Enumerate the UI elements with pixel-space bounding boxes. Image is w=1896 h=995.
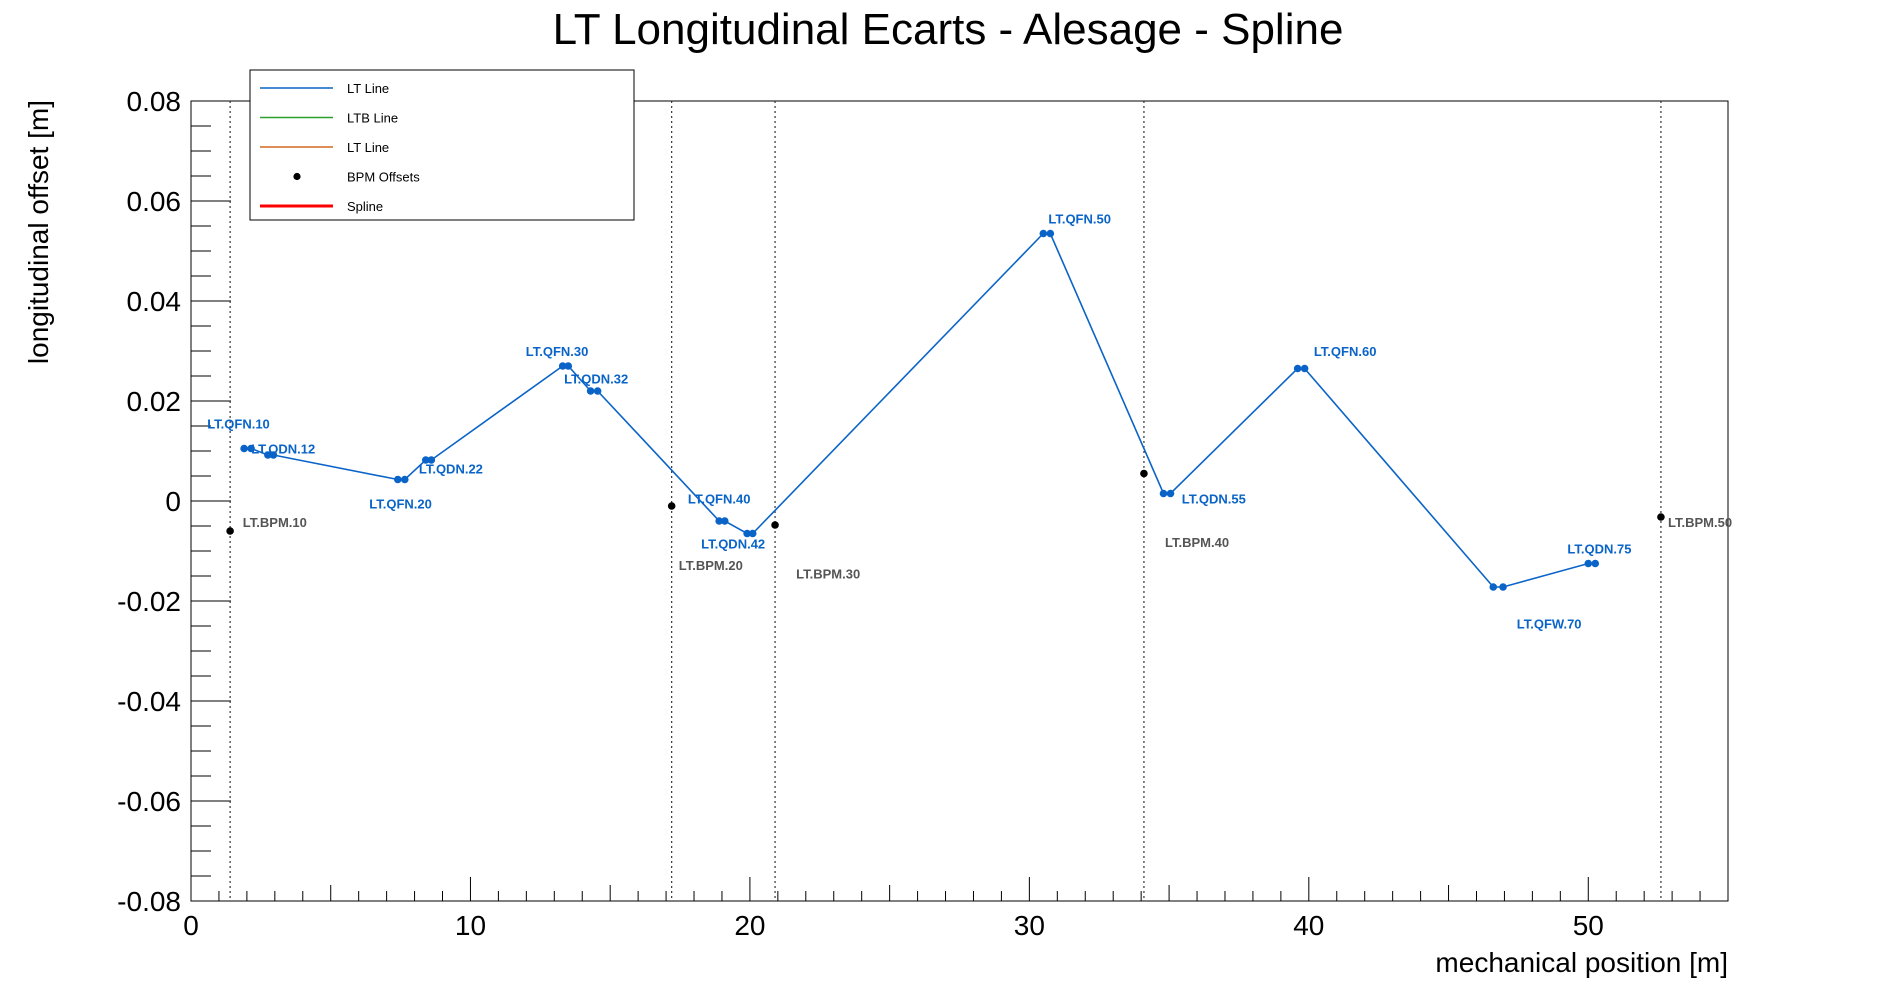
series-point <box>558 362 567 370</box>
chart-title: LT Longitudinal Ecarts - Alesage - Splin… <box>553 5 1344 54</box>
series-point <box>715 517 723 525</box>
quadrupole-label: LT.QFN.60 <box>1314 344 1377 359</box>
quadrupole-label: LT.QDN.22 <box>419 462 483 477</box>
legend-entry-label: Spline <box>347 199 383 214</box>
y-axis-title: longitudinal offset [m] <box>23 100 54 364</box>
legend-entry-label: LT Line <box>347 140 389 155</box>
series-point <box>1039 229 1048 238</box>
x-tick-label: 0 <box>183 910 199 941</box>
x-tick-label: 10 <box>455 910 486 941</box>
quadrupole-label: LT.QFN.30 <box>526 344 589 359</box>
legend-box <box>249 69 635 221</box>
quadrupole-label: LT.QFN.50 <box>1048 212 1111 227</box>
y-tick-label: 0.06 <box>127 186 182 217</box>
legend-marker <box>293 172 301 181</box>
quadrupole-label: LT.QFW.70 <box>1517 617 1582 632</box>
y-tick-label: 0.04 <box>127 286 182 317</box>
series-point <box>586 387 595 395</box>
series-point <box>1591 559 1600 568</box>
series-point <box>1166 489 1175 498</box>
quadrupole-label: LT.QFN.40 <box>688 492 751 507</box>
y-tick-label: 0.02 <box>127 386 182 417</box>
series-point <box>593 387 602 395</box>
legend-entry-label: LT Line <box>347 81 389 96</box>
series-point <box>1300 364 1309 373</box>
bpm-label: LT.BPM.10 <box>243 515 307 530</box>
legend-entry-label: BPM Offsets <box>347 170 420 185</box>
x-tick-label: 50 <box>1573 910 1604 941</box>
bpm-label: LT.BPM.40 <box>1165 535 1229 550</box>
plot-layer: 0 10 20 30 40 50 -0.08 -0.06 -0.04 -0.02 0 0.02 0.04… <box>117 86 1732 941</box>
quadrupole-label: LT.QDN.75 <box>1567 542 1631 557</box>
quadrupole-label: LT.QDN.55 <box>1182 492 1246 507</box>
series-point <box>240 444 248 453</box>
series-point <box>748 529 757 538</box>
series-point <box>393 475 402 484</box>
bpm-offset-point <box>226 527 234 535</box>
y-tick-label: -0.02 <box>117 586 181 617</box>
series-point <box>1499 583 1507 591</box>
y-tick-label: 0 <box>165 486 181 517</box>
series-point <box>269 451 278 459</box>
bpm-label: LT.BPM.20 <box>679 558 743 573</box>
y-tick-label: 0.08 <box>127 86 182 117</box>
bpm-label: LT.BPM.50 <box>1668 515 1732 530</box>
series-point <box>427 456 436 464</box>
quadrupole-label: LT.QFN.20 <box>369 497 432 512</box>
bpm-offset-point <box>771 521 779 529</box>
x-axis-title: mechanical position [m] <box>1435 947 1728 978</box>
bpm-offset-point <box>667 502 676 510</box>
quadrupole-label: LT.QDN.12 <box>251 442 315 457</box>
bpm-label: LT.BPM.30 <box>796 567 860 582</box>
series-point <box>1489 583 1498 591</box>
bpm-offset-point <box>1140 469 1148 478</box>
y-tick-label: -0.08 <box>117 886 181 917</box>
x-tick-label: 30 <box>1014 910 1045 941</box>
x-tick-label: 40 <box>1293 910 1324 941</box>
legend-entry-label: LTB Line <box>347 111 398 126</box>
y-tick-label: -0.04 <box>117 686 181 717</box>
series-point <box>247 444 255 453</box>
bpm-offset-point <box>1657 513 1665 521</box>
series-point <box>564 362 573 370</box>
quadrupole-label: LT.QDN.42 <box>701 537 765 552</box>
quadrupole-label: LT.QFN.10 <box>207 417 270 432</box>
series-point <box>264 451 272 459</box>
series-point <box>1584 559 1593 568</box>
quadrupole-label: LT.QDN.32 <box>564 372 628 387</box>
series-point <box>400 475 409 484</box>
legend: LT Line LTB Line LT Line BPM Offsets Spline <box>249 69 635 221</box>
series-point <box>421 456 430 464</box>
series-line <box>244 232 1596 588</box>
y-tick-label: -0.06 <box>117 786 181 817</box>
series-point <box>1159 489 1168 498</box>
series-point <box>743 529 751 538</box>
x-tick-label: 20 <box>734 910 765 941</box>
series-point <box>720 517 729 525</box>
series-point <box>1046 229 1055 238</box>
series-point <box>1293 364 1302 373</box>
